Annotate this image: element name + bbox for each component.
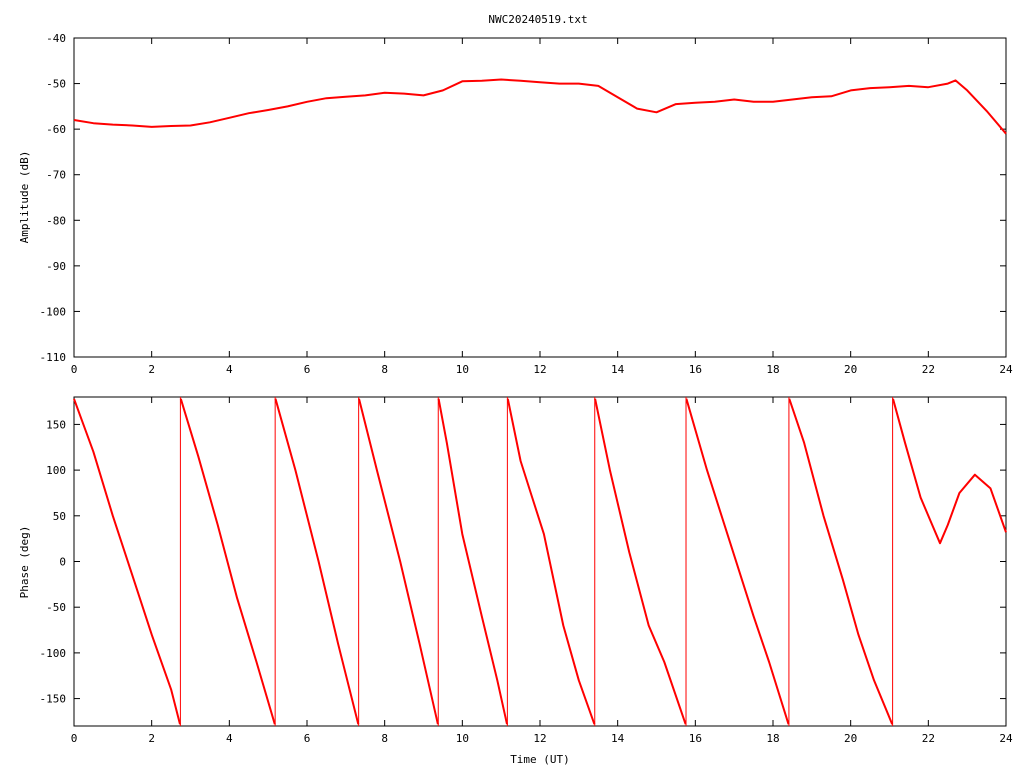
phase-x-tick-label: 24 — [999, 732, 1013, 745]
amplitude-y-tick-label: -80 — [46, 214, 66, 227]
phase-trace-segment — [274, 398, 360, 725]
amplitude-x-tick-label: 10 — [456, 363, 469, 376]
phase-series — [73, 397, 1007, 726]
amplitude-trace — [73, 78, 1007, 135]
phase-y-tick-label: 100 — [46, 464, 66, 477]
phase-trace-segment — [179, 398, 276, 725]
phase-x-axis-label: Time (UT) — [510, 753, 570, 766]
amplitude-x-tick-label: 12 — [533, 363, 546, 376]
phase-y-axis-label: Phase (deg) — [18, 526, 31, 599]
phase-x-tick-label: 20 — [844, 732, 857, 745]
phase-x-tick-label: 2 — [148, 732, 155, 745]
amplitude-y-tick-label: -100 — [40, 305, 67, 318]
amplitude-y-tick-label: -90 — [46, 260, 66, 273]
phase-trace-segment — [506, 398, 596, 725]
phase-y-tick-label: -100 — [40, 647, 67, 660]
amplitude-y-tick-label: -40 — [46, 32, 66, 45]
phase-trace-segment — [685, 398, 790, 725]
phase-ticks: 0 2 4 6 8 10 12 14 16 18 20 22 24-150-100-5005010015… — [40, 397, 1013, 745]
phase-panel: 0 2 4 6 8 10 12 14 16 18 20 22 24-150-100-5005010015… — [18, 396, 1013, 766]
phase-y-tick-label: 150 — [46, 418, 66, 431]
phase-trace-segment — [788, 398, 894, 725]
chart-title: NWC20240519.txt — [488, 13, 587, 26]
amplitude-plot-frame — [73, 37, 1007, 358]
amplitude-x-tick-label: 4 — [226, 363, 233, 376]
phase-x-tick-label: 16 — [689, 732, 702, 745]
amplitude-series — [73, 78, 1007, 135]
phase-trace-segment — [594, 398, 687, 725]
amplitude-y-tick-label: -110 — [40, 351, 67, 364]
phase-plot-frame — [73, 396, 1007, 727]
amplitude-y-tick-label: -70 — [46, 169, 66, 182]
amplitude-x-tick-label: 18 — [766, 363, 779, 376]
phase-y-tick-label: 0 — [59, 556, 66, 569]
phase-trace-segment — [358, 398, 439, 725]
phase-x-tick-label: 10 — [456, 732, 469, 745]
phase-trace-segment — [73, 398, 181, 725]
amplitude-x-tick-label: 22 — [922, 363, 935, 376]
phase-x-tick-label: 0 — [71, 732, 78, 745]
phase-y-tick-label: -150 — [40, 693, 67, 706]
phase-x-tick-label: 14 — [611, 732, 625, 745]
phase-y-tick-label: 50 — [53, 510, 66, 523]
amplitude-y-tick-label: -50 — [46, 78, 66, 91]
phase-trace-segment — [892, 398, 1007, 545]
phase-x-tick-label: 22 — [922, 732, 935, 745]
phase-x-tick-label: 18 — [766, 732, 779, 745]
amplitude-x-tick-label: 16 — [689, 363, 702, 376]
phase-trace-segment — [437, 398, 508, 725]
amplitude-x-tick-label: 24 — [999, 363, 1013, 376]
amplitude-x-tick-label: 14 — [611, 363, 625, 376]
phase-x-tick-label: 6 — [304, 732, 311, 745]
amplitude-ticks: 0 2 4 6 8 10 12 14 16 18 20 22 24-110-100-90-80-70-6… — [40, 32, 1013, 376]
amplitude-panel: 0 2 4 6 8 10 12 14 16 18 20 22 24-110-100-90-80-70-6… — [18, 32, 1013, 376]
amplitude-x-tick-label: 2 — [148, 363, 155, 376]
amplitude-x-tick-label: 6 — [304, 363, 311, 376]
amplitude-x-tick-label: 20 — [844, 363, 857, 376]
phase-y-tick-label: -50 — [46, 601, 66, 614]
phase-x-tick-label: 4 — [226, 732, 233, 745]
amplitude-x-tick-label: 8 — [381, 363, 388, 376]
phase-x-tick-label: 12 — [533, 732, 546, 745]
amplitude-y-axis-label: Amplitude (dB) — [18, 151, 31, 244]
phase-x-tick-label: 8 — [381, 732, 388, 745]
amplitude-y-tick-label: -60 — [46, 123, 66, 136]
amplitude-x-tick-label: 0 — [71, 363, 78, 376]
